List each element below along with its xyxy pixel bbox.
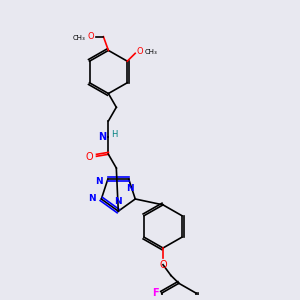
Text: F: F [152, 288, 159, 298]
Text: O: O [86, 152, 94, 162]
Text: N: N [126, 184, 134, 193]
Text: N: N [98, 132, 106, 142]
Text: N: N [88, 194, 95, 203]
Text: O: O [136, 47, 143, 56]
Text: N: N [115, 197, 122, 206]
Text: O: O [88, 32, 94, 41]
Text: H: H [111, 130, 118, 139]
Text: O: O [159, 260, 167, 270]
Text: CH₃: CH₃ [145, 50, 158, 56]
Text: N: N [95, 177, 103, 186]
Text: CH₃: CH₃ [73, 35, 85, 41]
